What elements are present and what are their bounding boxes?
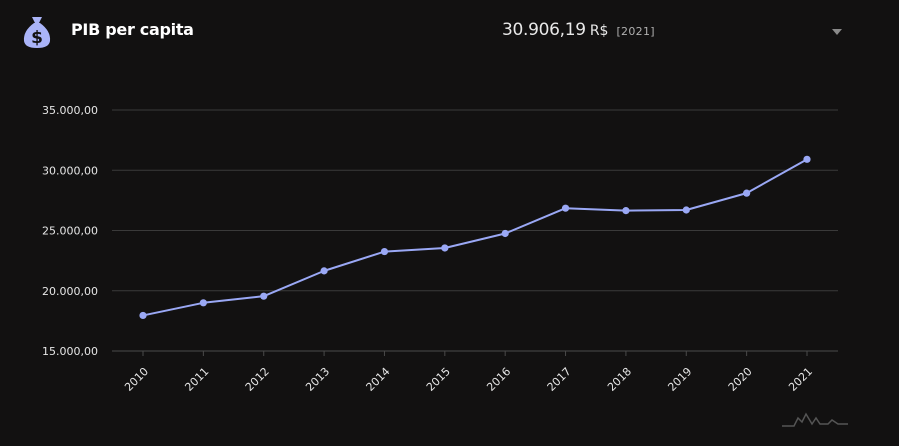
data-point <box>441 244 449 252</box>
money-bag-icon: $ <box>23 17 51 48</box>
data-point <box>139 311 147 320</box>
data-point <box>561 204 570 212</box>
data-point <box>501 229 509 238</box>
data-point <box>622 207 630 215</box>
x-tick-label: 2013 <box>303 365 332 394</box>
page-title: PIB per capita <box>71 20 194 39</box>
data-point <box>803 155 811 163</box>
x-tick-label: 2011 <box>182 365 211 394</box>
data-point <box>380 247 389 256</box>
y-tick-label: 25.000,00 <box>42 225 98 238</box>
x-tick-label: 2015 <box>424 365 453 394</box>
value-text: 30.906,19 <box>502 20 586 40</box>
data-point <box>743 189 751 197</box>
x-tick-label: 2020 <box>726 365 755 394</box>
x-tick-label: 2017 <box>545 365 574 394</box>
series-line <box>142 158 808 317</box>
x-tick-label: 2021 <box>786 365 815 394</box>
y-tick-label: 30.000,00 <box>42 164 98 177</box>
x-tick-label: 2010 <box>122 365 151 394</box>
data-point <box>320 267 328 275</box>
y-tick-label: 15.000,00 <box>42 345 98 358</box>
header: $ PIB per capita 30.906,19 R$ [2021] <box>0 0 899 64</box>
y-tick-label: 35.000,00 <box>42 104 98 117</box>
data-point <box>682 206 690 214</box>
x-tick-label: 2016 <box>484 365 513 394</box>
data-point <box>260 292 268 300</box>
x-tick-label: 2014 <box>364 365 393 394</box>
unit-text: R$ <box>589 23 609 39</box>
x-tick-label: 2012 <box>243 365 272 394</box>
year-text: [2021] <box>616 25 655 38</box>
svg-text:$: $ <box>31 28 43 48</box>
current-value: 30.906,19 R$ [2021] <box>502 20 655 40</box>
data-point <box>199 299 207 307</box>
y-tick-label: 20.000,00 <box>42 285 98 298</box>
chart-logo-icon <box>782 412 848 427</box>
x-tick-label: 2018 <box>605 365 634 394</box>
x-tick-label: 2019 <box>665 365 694 394</box>
caret-down-icon[interactable] <box>831 28 843 36</box>
